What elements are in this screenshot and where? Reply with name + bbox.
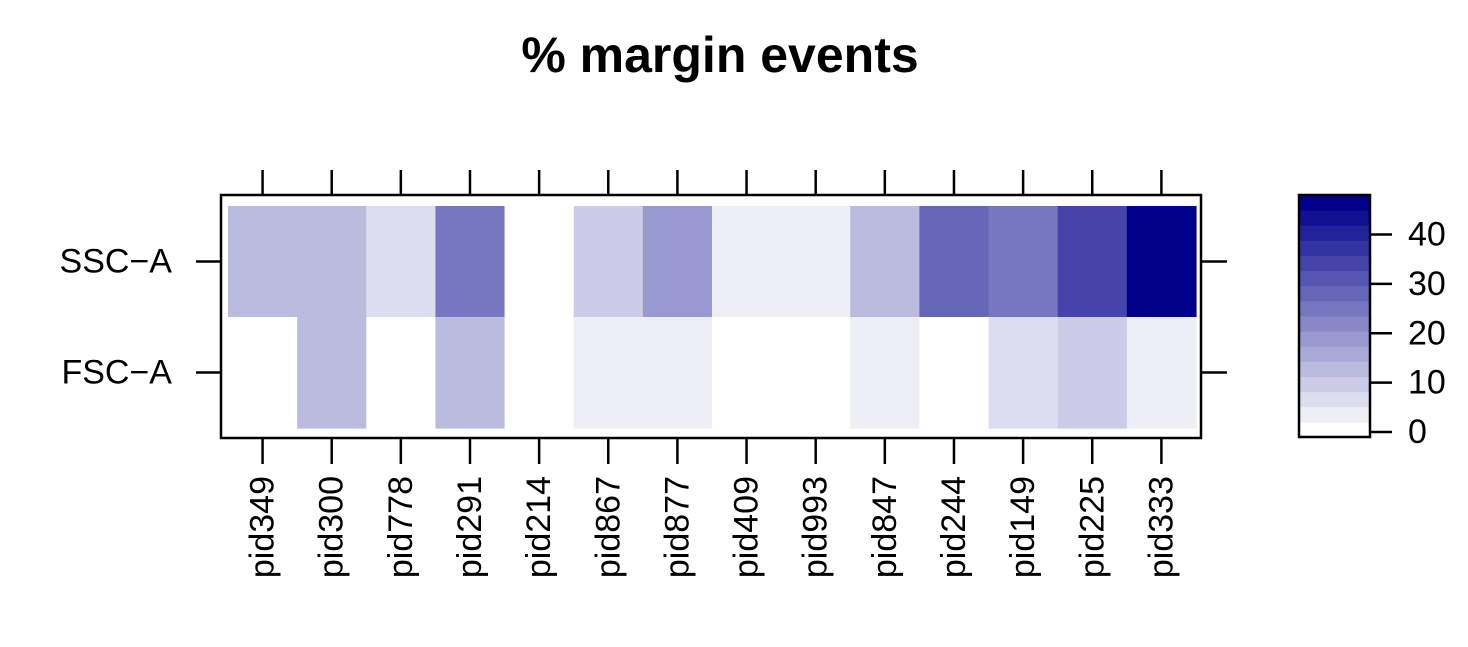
heatmap-cell [435,317,506,429]
colorbar-swatch [1299,376,1370,393]
x-tick-label: pid993 [797,476,835,578]
heatmap-cell [228,206,298,318]
colorbar-swatch [1299,331,1370,347]
x-tick-label: pid225 [1073,476,1111,578]
heatmap-cell [573,317,644,429]
x-tick-label: pid291 [451,476,489,578]
heatmap-cell [642,206,713,318]
x-tick-label: pid149 [1004,476,1042,578]
x-tick-label: pid244 [935,476,973,578]
colorbar-swatch [1299,316,1370,332]
colorbar-swatch [1299,225,1370,241]
colorbar-swatch [1299,346,1370,362]
heatmap-cell [366,206,437,318]
colorbar-swatch [1299,421,1370,438]
heatmap-cell [435,206,506,318]
x-tick-label: pid867 [589,476,627,578]
heatmap-cell [850,317,920,429]
x-tick-label: pid300 [313,476,351,578]
heatmap-cell [919,206,990,318]
heatmap-cell [573,206,644,318]
colorbar-tick-label: 40 [1408,216,1446,254]
colorbar-tick-label: 0 [1408,413,1427,451]
colorbar-swatch [1299,270,1370,287]
x-tick-label: pid409 [728,476,766,578]
colorbar-swatch [1299,406,1370,423]
heatmap-cell [781,206,851,318]
heatmap-cell [1057,317,1128,429]
heatmap-cell [1126,206,1197,318]
chart-title: % margin events [521,27,918,83]
x-tick-label: pid214 [520,476,558,578]
colorbar-swatch [1299,210,1370,226]
colorbar-tick-label: 20 [1408,314,1446,352]
heatmap-cell [504,206,575,318]
x-tick-label: pid778 [382,476,420,578]
x-tick-label: pid349 [244,476,282,578]
heatmap-cell [297,317,367,429]
heatmap-cell [988,317,1059,429]
colorbar-swatch [1299,285,1370,302]
axes: pid349 pid300 pid778 pid291 pid214 pid867 pid8… [60,170,1227,578]
colorbar: 0 10 20 30 40 [1297,193,1446,451]
heatmap-cell [1057,206,1128,318]
x-tick-label: pid847 [866,476,904,578]
heatmap-cell [988,206,1059,318]
colorbar-tick-label: 10 [1408,364,1446,402]
colorbar-swatch [1299,195,1370,211]
heatmap-cell [711,206,782,318]
colorbar-swatch [1299,391,1370,408]
colorbar-swatch [1299,300,1370,317]
heatmap-cell [297,206,367,318]
heatmap-cell [919,317,990,429]
heatmap-cell [366,317,437,429]
plot-frame [219,193,1203,440]
colorbar-frame [1297,193,1372,439]
colorbar-tick-label: 30 [1408,265,1446,303]
colorbar-swatch [1299,255,1370,272]
x-tick-label: pid877 [658,476,696,578]
heatmap-cell [850,206,920,318]
colorbar-swatch [1299,240,1370,256]
heatmap-cell [1126,317,1197,429]
heatmap-cell [504,317,575,429]
y-tick-label: SSC−A [60,243,173,281]
heatmap-cells [228,206,1197,429]
x-tick-label: pid333 [1142,476,1180,578]
heatmap-cell [228,317,298,429]
heatmap-cell [781,317,851,429]
y-tick-label: FSC−A [61,354,172,392]
colorbar-swatch [1299,361,1370,377]
heatmap-cell [711,317,782,429]
heatmap-cell [642,317,713,429]
